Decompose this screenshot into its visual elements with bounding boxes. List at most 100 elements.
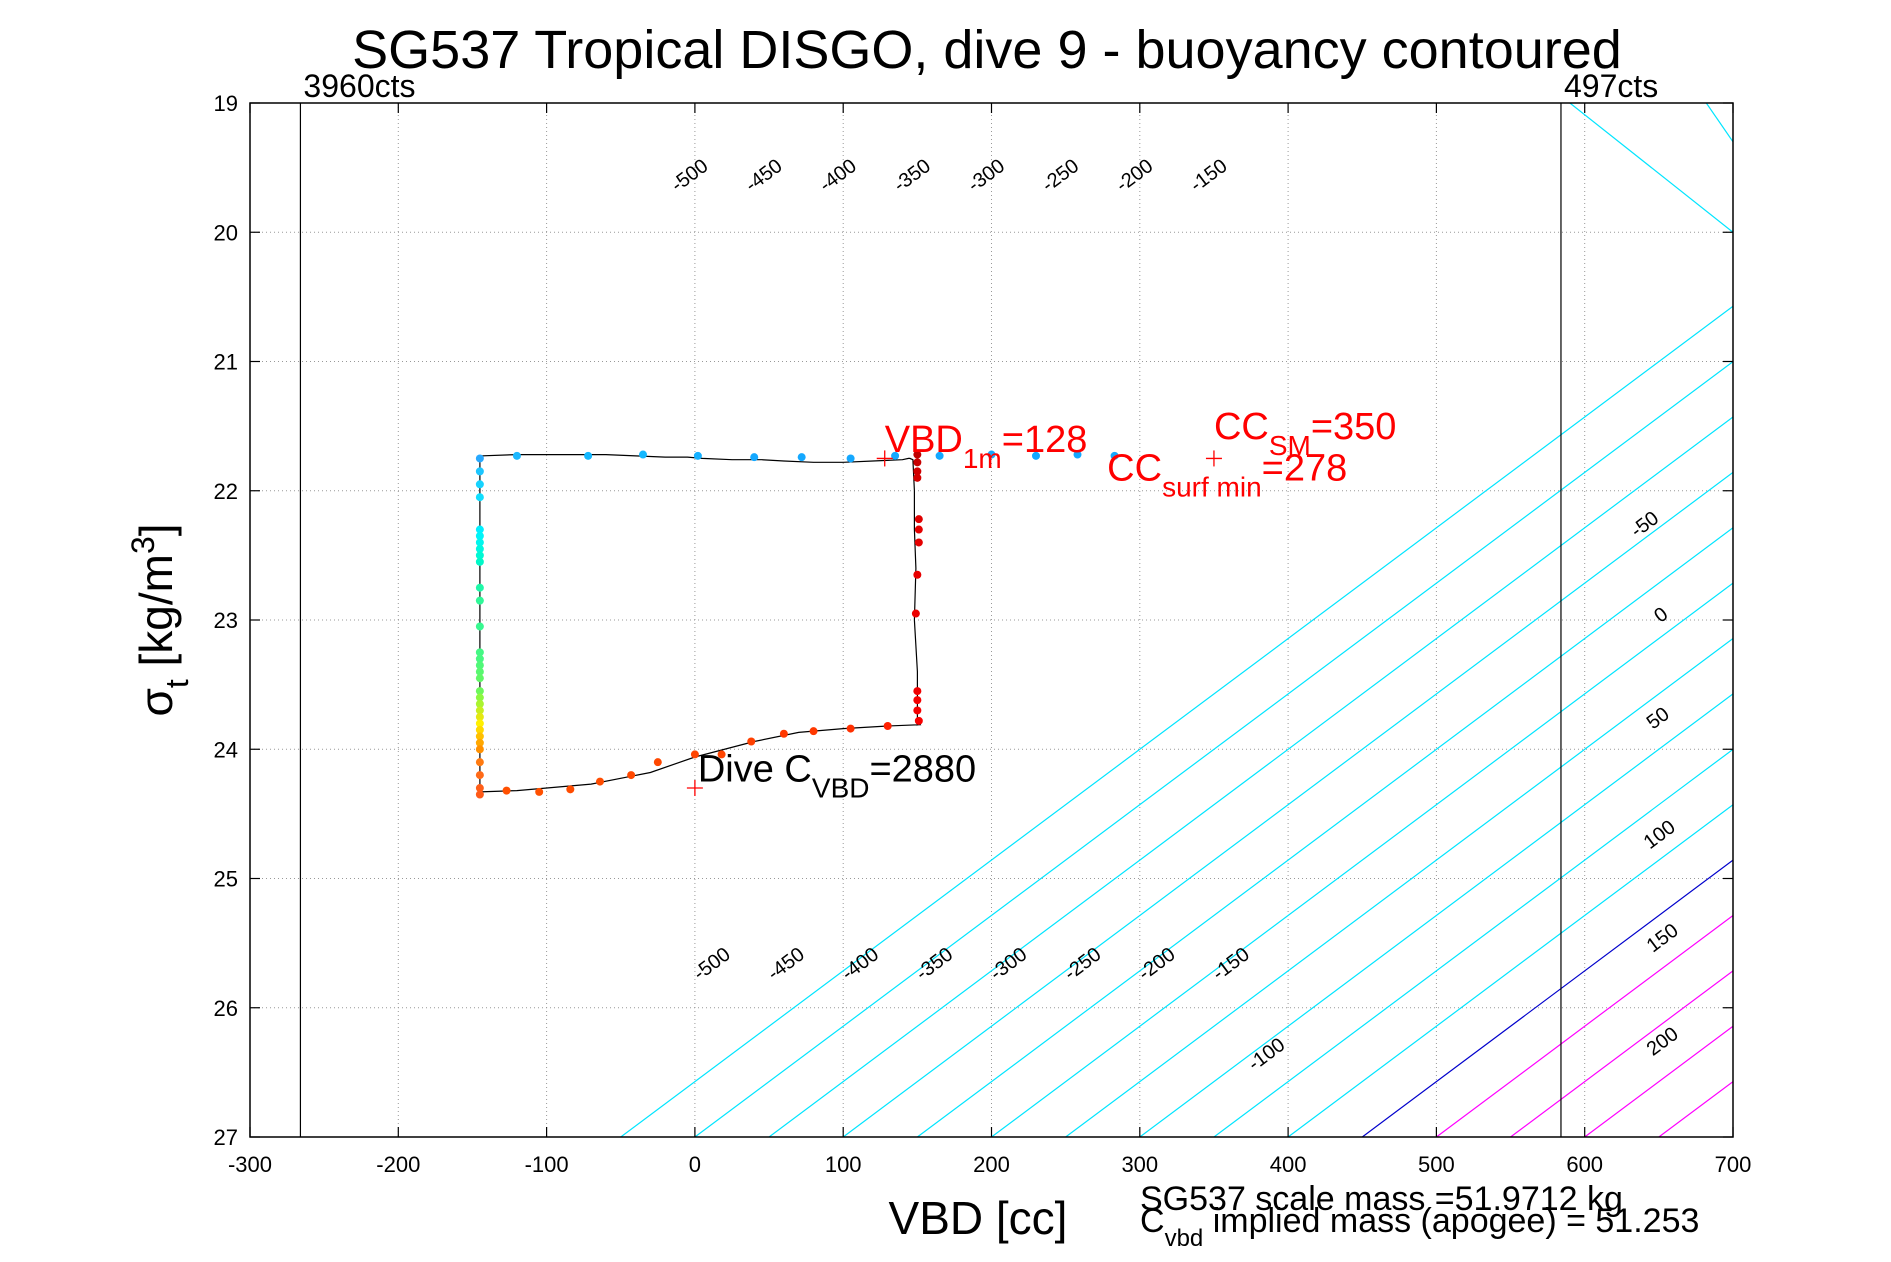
cc-surf-min-annotation-base: CC: [1107, 447, 1162, 489]
sample-point: [475, 480, 484, 489]
sample-point: [750, 453, 759, 462]
sample-point: [809, 727, 818, 736]
sample-point: [913, 696, 922, 705]
contour-label: -450: [741, 155, 786, 197]
sample-point: [891, 451, 900, 460]
contour-label: -300: [986, 943, 1031, 985]
y-axis-label-base: σ: [130, 688, 182, 716]
contour-line: [1287, 803, 1733, 1137]
cc-surf-min-annotation-sub: surf min: [1162, 471, 1262, 502]
sample-point: [914, 525, 923, 534]
contour-line: [1510, 970, 1733, 1137]
sample-point: [913, 450, 922, 459]
sample-point: [584, 451, 593, 460]
vbd-1m-annotation: VBD1m=128: [885, 419, 1088, 474]
contour-label: -450: [764, 943, 809, 985]
x-tick-label: 200: [973, 1152, 1010, 1177]
sample-point: [475, 771, 484, 780]
sample-point: [475, 525, 484, 534]
sample-point: [913, 473, 922, 482]
sample-point: [512, 451, 521, 460]
x-tick-label: 500: [1418, 1152, 1455, 1177]
sample-point: [693, 451, 702, 460]
implied-mass-sub: vbd: [1165, 1225, 1204, 1252]
sample-point: [475, 745, 484, 754]
sample-point: [475, 687, 484, 696]
y-ticks: 19 20 21 22 23 24 25 26 27: [214, 91, 1733, 1150]
x-tick-label: 300: [1121, 1152, 1158, 1177]
contour-label: -100: [1244, 1034, 1289, 1076]
contour-label: 200: [1643, 1023, 1683, 1061]
x-tick-label: 0: [689, 1152, 701, 1177]
contour-line: [768, 416, 1733, 1137]
contour-label: -150: [1209, 943, 1254, 985]
contour-label: -300: [964, 155, 1009, 197]
sample-point: [595, 777, 604, 786]
sample-point: [475, 790, 484, 799]
sample-point: [846, 454, 855, 463]
contour-line: [694, 360, 1733, 1137]
sample-point: [475, 758, 484, 767]
contour-line: [991, 582, 1733, 1137]
sample-point: [475, 467, 484, 476]
sample-point: [475, 557, 484, 566]
sample-point: [1031, 451, 1040, 460]
contour-label: -350: [912, 943, 957, 985]
grid: [250, 103, 1733, 1137]
contour-label: -500: [667, 155, 712, 197]
sample-point: [717, 750, 726, 759]
y-tick-label: 21: [214, 350, 238, 375]
sample-point: [638, 450, 647, 459]
chart-title: SG537 Tropical DISGO, dive 9 - buoyancy …: [352, 20, 1622, 80]
contour-label: -350: [890, 155, 935, 197]
contour-line-segment: [1569, 103, 1733, 233]
contour-line: [916, 527, 1733, 1137]
sample-point: [475, 706, 484, 715]
sample-point: [913, 467, 922, 476]
sample-point: [987, 450, 996, 459]
y-tick-label: 22: [214, 479, 238, 504]
contour-label: -500: [689, 943, 734, 985]
sample-point: [475, 667, 484, 676]
y-axis-label-rest: [kg/m: [130, 554, 182, 679]
sample-point: [475, 531, 484, 540]
sample-point: [797, 453, 806, 462]
x-tick-label: 600: [1566, 1152, 1603, 1177]
x-tick-label: -300: [228, 1152, 272, 1177]
sample-point: [1110, 451, 1119, 460]
x-tick-label: 100: [825, 1152, 862, 1177]
contour-label: -200: [1112, 155, 1157, 197]
contour-line: [1361, 859, 1733, 1137]
contour-label: -400: [838, 943, 883, 985]
dive-cvbd-marker: [686, 780, 703, 797]
sample-point: [475, 700, 484, 709]
sample-point: [475, 693, 484, 702]
y-tick-label: 24: [214, 737, 238, 762]
sample-point: [913, 570, 922, 579]
markers: [686, 450, 1222, 797]
sample-point: [914, 515, 923, 524]
implied-mass-base: C: [1140, 1202, 1165, 1240]
dive-cvbd-annotation-base: Dive C: [698, 749, 812, 791]
sample-point: [475, 538, 484, 547]
contour-label: -250: [1038, 155, 1083, 197]
x-tick-label: -100: [525, 1152, 569, 1177]
cc-surf-min-annotation: CCsurf min=278: [1107, 447, 1347, 502]
contour-line: [1139, 693, 1733, 1137]
sample-point: [475, 583, 484, 592]
sample-point: [911, 609, 920, 618]
sample-point: [475, 725, 484, 734]
samples: [475, 450, 1119, 799]
contour-label: -200: [1134, 943, 1179, 985]
dive-cvbd-annotation-value: =2880: [869, 749, 976, 791]
sample-point: [475, 544, 484, 553]
sample-point: [883, 721, 892, 730]
y-tick-label: 27: [214, 1125, 238, 1150]
sample-point: [1073, 450, 1082, 459]
y-tick-label: 25: [214, 867, 238, 892]
vbd-1m-annotation-sub: 1m: [963, 443, 1002, 474]
y-axis-label-sub: t: [159, 679, 195, 688]
limit-lines: 3960cts 497cts: [299, 68, 1658, 1137]
x-ticks: -300 -200 -100 0 100 200 300 400 500 600 700: [228, 103, 1751, 1177]
